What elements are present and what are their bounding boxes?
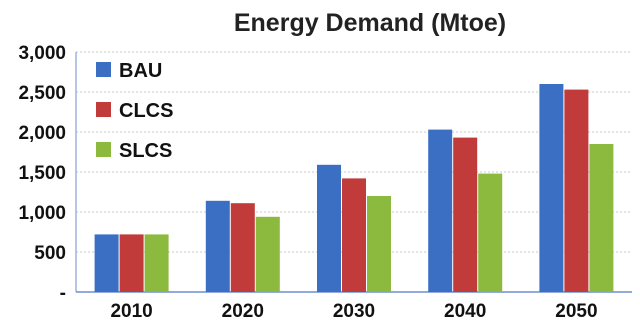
x-tick-label: 2010 bbox=[110, 301, 152, 322]
x-tick-label: 2030 bbox=[333, 301, 375, 322]
legend-label-clcs: CLCS bbox=[119, 100, 173, 122]
x-tick-label: 2050 bbox=[555, 301, 597, 322]
bar-clcs-2020 bbox=[230, 203, 255, 292]
bar-bau-2050 bbox=[539, 84, 564, 292]
y-tick-label: 1,500 bbox=[18, 163, 66, 184]
legend-swatch-bau bbox=[96, 62, 111, 77]
legend-label-bau: BAU bbox=[119, 60, 162, 82]
x-axis-ticks: 2010 2020 2030 2040 2050 bbox=[110, 301, 597, 322]
bar-slcs-2020 bbox=[255, 216, 280, 292]
bar-bau-2030 bbox=[317, 164, 341, 292]
chart-title: Energy Demand (Mtoe) bbox=[234, 9, 506, 37]
bar-slcs-2010 bbox=[144, 234, 169, 292]
y-tick-label: 500 bbox=[34, 243, 66, 264]
y-tick-label: 2,500 bbox=[18, 83, 66, 104]
bar-clcs-2030 bbox=[342, 178, 366, 292]
bar-bau-2010 bbox=[94, 234, 119, 292]
legend: BAU CLCS SLCS bbox=[96, 60, 173, 162]
legend-label-slcs: SLCS bbox=[119, 140, 172, 162]
bar-slcs-2050 bbox=[589, 144, 614, 292]
legend-swatch-clcs bbox=[96, 102, 111, 117]
legend-swatch-slcs bbox=[96, 142, 111, 157]
x-tick-label: 2020 bbox=[222, 301, 264, 322]
bar-bau-2020 bbox=[205, 200, 230, 292]
y-tick-label: 1,000 bbox=[18, 203, 66, 224]
bar-clcs-2050 bbox=[564, 89, 589, 292]
bar-clcs-2010 bbox=[119, 234, 144, 292]
y-axis-ticks: 3,000 2,500 2,000 1,500 1,000 500 - bbox=[18, 43, 66, 304]
bars bbox=[94, 84, 614, 292]
bar-slcs-2040 bbox=[478, 173, 503, 292]
x-tick-label: 2040 bbox=[444, 301, 486, 322]
y-tick-label: 3,000 bbox=[18, 43, 66, 64]
y-tick-label: - bbox=[60, 283, 66, 304]
bar-slcs-2030 bbox=[367, 196, 391, 292]
bar-clcs-2040 bbox=[453, 137, 478, 292]
bar-bau-2040 bbox=[428, 129, 453, 292]
y-tick-label: 2,000 bbox=[18, 123, 66, 144]
